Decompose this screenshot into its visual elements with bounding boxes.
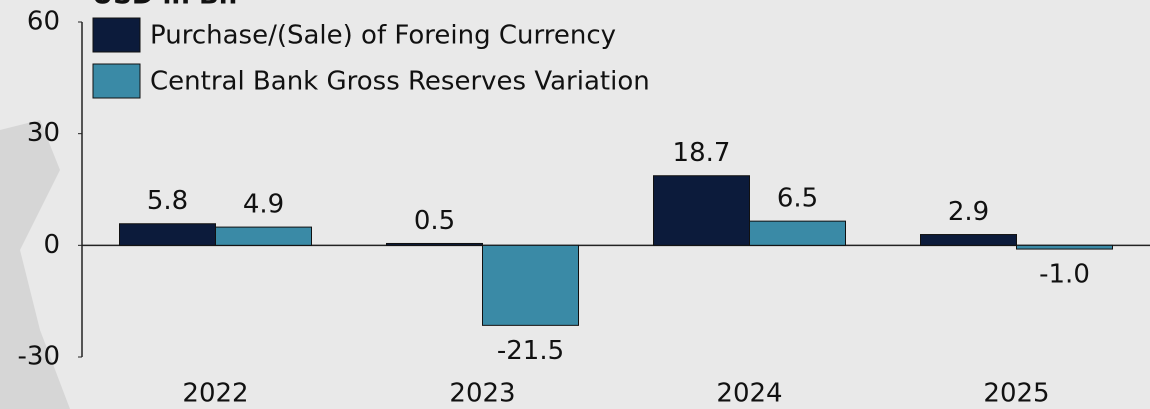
y-tick-label: 30 (27, 118, 60, 148)
chart-title: USD in Bn (92, 0, 237, 11)
x-tick-label: 2025 (983, 379, 1049, 409)
bar (749, 220, 846, 246)
value-label: 2.9 (948, 197, 989, 227)
value-label: 0.5 (414, 206, 455, 236)
bar (119, 223, 216, 246)
legend-label: Purchase/(Sale) of Foreing Currency (150, 21, 616, 51)
x-tick-label: 2024 (716, 379, 782, 409)
value-label: 18.7 (673, 138, 731, 168)
bar (920, 234, 1017, 246)
value-label: -1.0 (1039, 260, 1090, 290)
x-tick-label: 2022 (182, 379, 248, 409)
bar (386, 242, 483, 246)
y-tick-label: 0 (43, 230, 60, 260)
bar (215, 226, 312, 246)
map-silhouette (0, 120, 70, 409)
value-label: -21.5 (497, 336, 564, 366)
y-tick-label: 60 (27, 7, 60, 37)
value-label: 6.5 (777, 184, 818, 214)
legend-label: Central Bank Gross Reserves Variation (150, 67, 650, 97)
value-label: 5.8 (147, 186, 188, 216)
legend-swatch (92, 63, 141, 99)
bar (653, 175, 750, 246)
legend-swatch (92, 17, 141, 53)
bar (482, 244, 579, 326)
bar (1016, 244, 1113, 250)
x-tick-label: 2023 (449, 379, 515, 409)
value-label: 4.9 (243, 190, 284, 220)
y-tick-label: -30 (18, 342, 60, 372)
